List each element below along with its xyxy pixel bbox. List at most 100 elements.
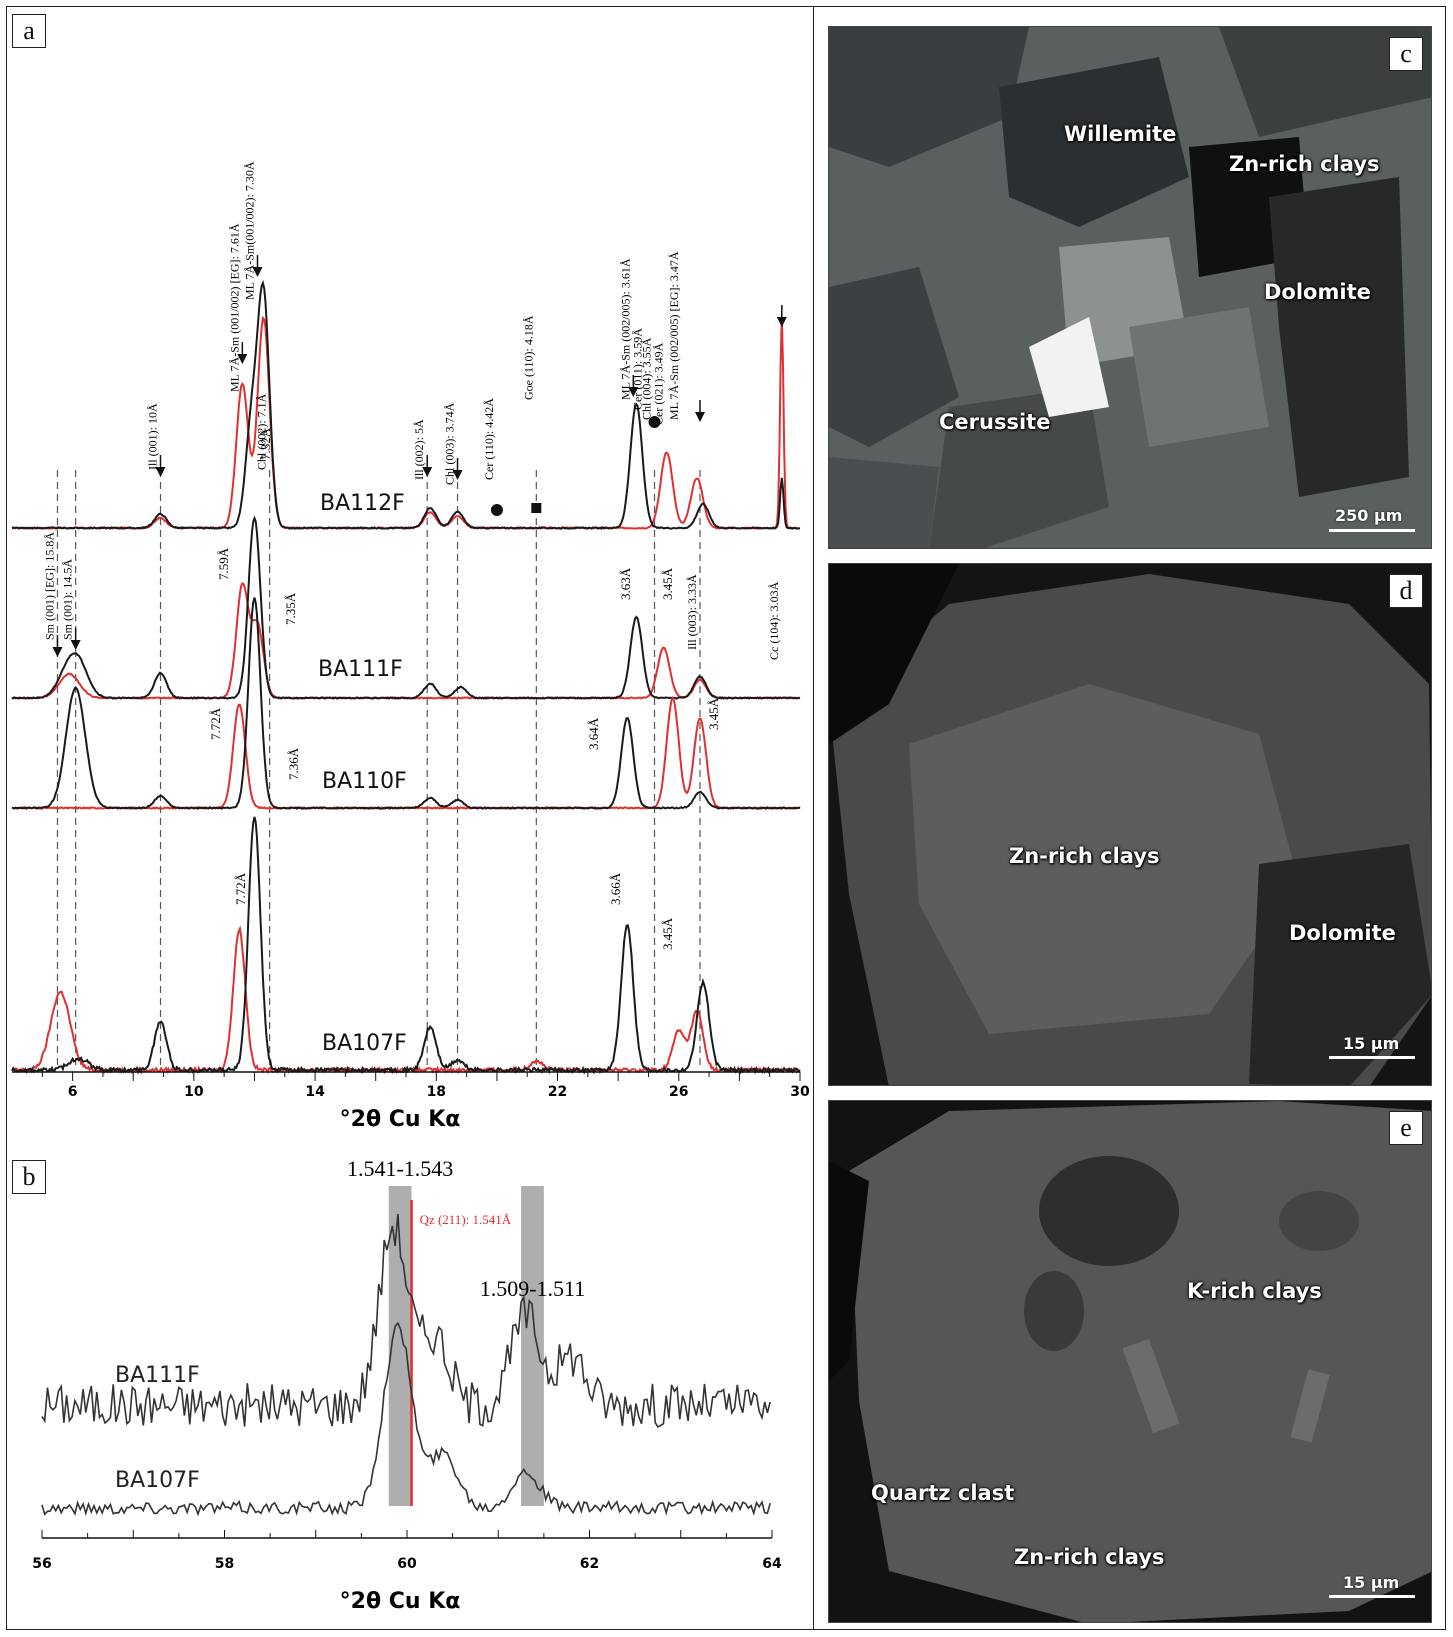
band-label: 1.541-1.543 bbox=[347, 1156, 453, 1181]
x-axis-label-b: °2θ Cu Kα bbox=[340, 1589, 461, 1614]
peak-arrow-head bbox=[694, 412, 705, 422]
d-spacing-annotation: 3.45Å bbox=[660, 567, 675, 600]
sem-image-c: c Willemite Zn-rich clays Dolomite Cerus… bbox=[828, 26, 1432, 549]
peak-annotation: Chl (004): 3.55Å bbox=[640, 337, 654, 420]
d-spacing-annotation: 7.72Å bbox=[233, 872, 248, 905]
air-dried-line-BA110F bbox=[11, 597, 801, 810]
peak-annotation: Ill (003): 3.33Å bbox=[685, 574, 699, 650]
d-spacing-annotation: 3.45Å bbox=[706, 697, 721, 730]
peak-arrow-head bbox=[237, 354, 248, 364]
label-zn-rich-clays-d: Zn-rich clays bbox=[1009, 844, 1160, 868]
d-spacing-annotation: 7.59Å bbox=[216, 547, 231, 580]
peak-annotation: Sm (001) [EG]: 15.8Å bbox=[42, 532, 56, 640]
label-quartz-clast: Quartz clast bbox=[871, 1481, 1015, 1505]
peak-annotation: Ill (001): 10Å bbox=[146, 403, 160, 470]
peak-arrow-head bbox=[70, 640, 81, 650]
peak-annotation: ML 7Å-Sm (002/005): 3.61Å bbox=[618, 258, 632, 400]
figure-frame bbox=[6, 6, 1446, 1630]
x-axis-label-a: °2θ Cu Kα bbox=[340, 1107, 461, 1132]
peak-annotation: ML 7Å-Sm (001/002) [EG]: 7.61Å bbox=[227, 223, 241, 392]
d-spacing-annotation: 7.72Å bbox=[208, 707, 223, 740]
d-spacing-annotation: 3.63Å bbox=[618, 567, 633, 600]
peak-arrow-head bbox=[155, 467, 166, 477]
d-spacing-annotation: 7.32Å bbox=[258, 427, 273, 460]
pattern-line-BA111F bbox=[41, 1213, 771, 1428]
peak-annotation: Cc (104): 3.03Å bbox=[767, 581, 781, 660]
x-tick-label-a: 30 bbox=[790, 1084, 810, 1100]
glycolated-line-BA111F bbox=[11, 581, 801, 700]
peak-arrow-head bbox=[422, 467, 433, 477]
shaded-band bbox=[388, 1186, 412, 1506]
shaded-band bbox=[521, 1186, 544, 1506]
column-divider bbox=[813, 6, 814, 1630]
peak-annotation: Ill (002): 5Å bbox=[412, 419, 426, 480]
x-tick-label-b: 58 bbox=[215, 1556, 234, 1572]
sem-image-e: e K-rich clays Quartz clast Zn-rich clay… bbox=[828, 1100, 1432, 1623]
sem-image-d: d Zn-rich clays Dolomite 15 µm bbox=[828, 563, 1432, 1086]
panel-label-a: a bbox=[12, 14, 46, 48]
scale-bar-e bbox=[1329, 1595, 1415, 1598]
pattern-line-BA107F bbox=[41, 1321, 771, 1517]
peak-arrow-head bbox=[452, 470, 463, 480]
sem-texture-d bbox=[829, 564, 1431, 1085]
quartz-reference-label: Qz (211): 1.541Å bbox=[420, 1212, 512, 1227]
d-spacing-annotation: 7.36Å bbox=[286, 747, 301, 780]
chlorite-marker bbox=[648, 416, 661, 428]
x-tick-label-a: 10 bbox=[184, 1084, 204, 1100]
d-spacing-annotation: 3.64Å bbox=[586, 717, 601, 750]
label-dolomite-c: Dolomite bbox=[1264, 280, 1371, 304]
peak-annotation: Sm (001): 14.5Å bbox=[61, 559, 75, 640]
d-spacing-annotation: 3.45Å bbox=[660, 917, 675, 950]
panel-label-d: d bbox=[1389, 574, 1423, 608]
peak-annotation: Cer (110): 4.42Å bbox=[482, 398, 496, 480]
sample-label-BA110F: BA110F bbox=[322, 769, 407, 794]
peak-arrow-head bbox=[252, 267, 263, 277]
cerussite-marker bbox=[490, 504, 503, 516]
peak-annotation: Chl (002): 7.1Å bbox=[255, 393, 269, 470]
label-k-rich-clays: K-rich clays bbox=[1187, 1279, 1322, 1303]
x-tick-label-b: 64 bbox=[762, 1556, 782, 1572]
air-dried-line-BA111F bbox=[11, 515, 801, 700]
d-spacing-annotation: 7.35Å bbox=[283, 592, 298, 625]
glycolated-line-BA112F bbox=[12, 315, 800, 531]
label-willemite: Willemite bbox=[1064, 122, 1177, 146]
label-dolomite-d: Dolomite bbox=[1289, 921, 1396, 945]
xrd-plots: BA112F BA111F BA110F BA107F 6 10 14 18 22 26 30 °2θ… bbox=[11, 161, 810, 1614]
sample-label-BA112F: BA112F bbox=[320, 491, 405, 516]
sample-label-b-BA111F: BA111F bbox=[115, 1363, 200, 1388]
peak-annotation: Goe (110): 4.18Å bbox=[521, 315, 535, 400]
panel-label-c: c bbox=[1389, 37, 1423, 71]
band-label: 1.509-1.511 bbox=[480, 1276, 586, 1301]
peak-arrow-head bbox=[52, 647, 63, 657]
air-dried-line-BA112F bbox=[11, 279, 801, 530]
scale-bar-d bbox=[1329, 1056, 1415, 1059]
sem-texture-c bbox=[829, 27, 1431, 548]
x-tick-label-b: 56 bbox=[32, 1556, 51, 1572]
x-tick-label-b: 62 bbox=[580, 1556, 599, 1572]
scale-bar-c bbox=[1329, 529, 1415, 532]
sample-label-b-BA107F: BA107F bbox=[115, 1468, 200, 1493]
peak-arrow-head bbox=[776, 317, 787, 327]
panel-label-b: b bbox=[12, 1160, 46, 1194]
x-tick-label-a: 18 bbox=[427, 1084, 446, 1100]
scale-label-e: 15 µm bbox=[1343, 1573, 1400, 1592]
sample-label-BA111F: BA111F bbox=[318, 657, 403, 682]
label-cerussite: Cerussite bbox=[939, 410, 1051, 434]
goethite-marker bbox=[531, 503, 542, 513]
label-zn-rich-clays-e: Zn-rich clays bbox=[1014, 1545, 1165, 1569]
peak-annotation: Cer (021): 3.49Å bbox=[652, 342, 666, 425]
panel-label-e: e bbox=[1389, 1111, 1423, 1145]
x-tick-label-a: 6 bbox=[68, 1084, 78, 1100]
scale-label-c: 250 µm bbox=[1335, 506, 1403, 525]
peak-arrow-head bbox=[628, 387, 639, 397]
sem-texture-e bbox=[829, 1101, 1431, 1622]
x-tick-label-a: 26 bbox=[669, 1084, 688, 1100]
x-tick-label-a: 14 bbox=[305, 1084, 325, 1100]
peak-annotation: Chl (003): 3.74Å bbox=[443, 402, 457, 485]
peak-annotation: ML 7Å-Sm(001/002): 7.30Å bbox=[242, 161, 256, 300]
scale-label-d: 15 µm bbox=[1343, 1034, 1400, 1053]
d-spacing-annotation: 3.66Å bbox=[608, 872, 623, 905]
sample-label-BA107F: BA107F bbox=[322, 1031, 407, 1056]
peak-annotation: ML 7Å-Sm (002/005) [EG]: 3.47Å bbox=[667, 251, 681, 420]
x-tick-label-a: 22 bbox=[548, 1084, 567, 1100]
